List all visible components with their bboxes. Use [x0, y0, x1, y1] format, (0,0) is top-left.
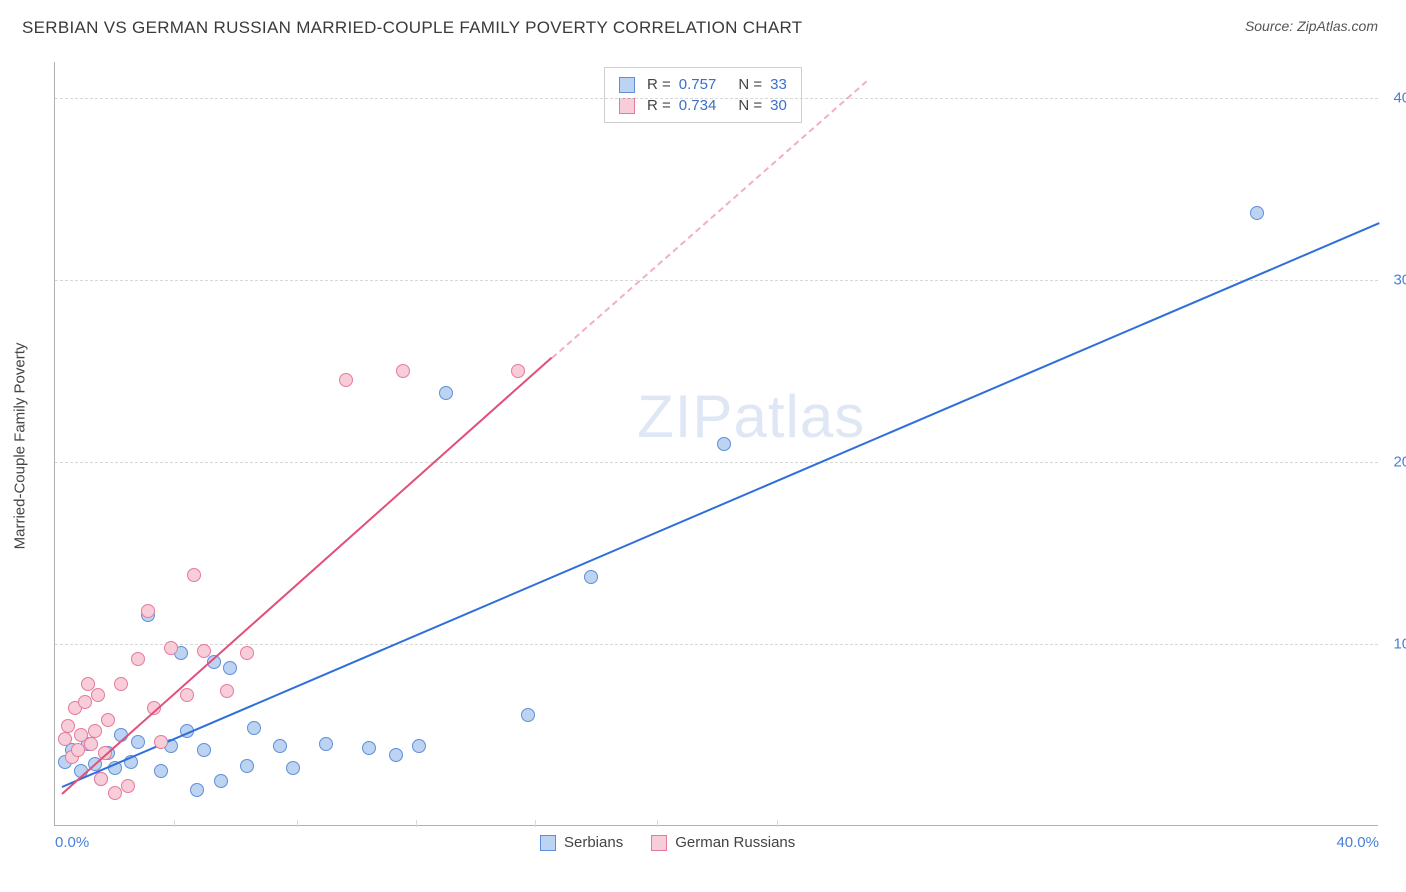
data-point	[190, 783, 204, 797]
data-point	[131, 652, 145, 666]
y-tick-label: 20.0%	[1393, 454, 1406, 471]
source-name: ZipAtlas.com	[1297, 18, 1378, 34]
r-label: R =	[647, 76, 671, 93]
data-point	[78, 695, 92, 709]
series-legend-label: Serbians	[564, 834, 623, 851]
data-point	[247, 721, 261, 735]
legend-swatch	[651, 835, 667, 851]
data-point	[1250, 206, 1264, 220]
data-point	[319, 737, 333, 751]
data-point	[240, 759, 254, 773]
series-legend-label: German Russians	[675, 834, 795, 851]
data-point	[88, 724, 102, 738]
correlation-legend-row: R = 0.757 N = 33	[619, 74, 787, 95]
x-tick-label: 0.0%	[55, 834, 89, 851]
gridline-v	[297, 820, 298, 827]
legend-swatch	[619, 77, 635, 93]
header: SERBIAN VS GERMAN RUSSIAN MARRIED-COUPLE…	[0, 0, 1406, 48]
data-point	[286, 761, 300, 775]
data-point	[94, 772, 108, 786]
data-point	[121, 779, 135, 793]
gridline-h	[55, 462, 1378, 463]
watermark: ZIPatlas	[637, 382, 865, 451]
regression-line-1	[61, 357, 552, 795]
data-point	[114, 677, 128, 691]
data-point	[187, 568, 201, 582]
data-point	[84, 737, 98, 751]
data-point	[197, 743, 211, 757]
y-tick-label: 30.0%	[1393, 272, 1406, 289]
data-point	[223, 661, 237, 675]
data-point	[101, 713, 115, 727]
data-point	[521, 708, 535, 722]
data-point	[511, 364, 525, 378]
data-point	[396, 364, 410, 378]
series-legend: Serbians German Russians	[540, 834, 795, 851]
gridline-h	[55, 98, 1378, 99]
data-point	[131, 735, 145, 749]
data-point	[61, 719, 75, 733]
r-label: R =	[647, 97, 671, 114]
series-legend-item: Serbians	[540, 834, 623, 851]
data-point	[584, 570, 598, 584]
data-point	[240, 646, 254, 660]
data-point	[214, 774, 228, 788]
data-point	[439, 386, 453, 400]
gridline-h	[55, 280, 1378, 281]
series-legend-item: German Russians	[651, 834, 795, 851]
data-point	[339, 373, 353, 387]
data-point	[197, 644, 211, 658]
gridline-v	[535, 820, 536, 827]
n-value: 33	[770, 76, 787, 93]
gridline-h	[55, 644, 1378, 645]
data-point	[362, 741, 376, 755]
data-point	[220, 684, 234, 698]
data-point	[141, 604, 155, 618]
chart-title: SERBIAN VS GERMAN RUSSIAN MARRIED-COUPLE…	[22, 18, 802, 38]
source-prefix: Source:	[1245, 18, 1297, 34]
data-point	[58, 732, 72, 746]
data-point	[164, 641, 178, 655]
data-point	[91, 688, 105, 702]
data-point	[180, 688, 194, 702]
r-value: 0.734	[679, 97, 717, 114]
data-point	[412, 739, 426, 753]
legend-swatch	[540, 835, 556, 851]
data-point	[389, 748, 403, 762]
watermark-atlas: atlas	[733, 383, 865, 450]
gridline-v	[174, 820, 175, 827]
gridline-v	[657, 820, 658, 827]
x-tick-label: 40.0%	[1336, 834, 1379, 851]
gridline-v	[416, 820, 417, 827]
n-label: N =	[738, 76, 762, 93]
source-attribution: Source: ZipAtlas.com	[1245, 18, 1378, 34]
data-point	[717, 437, 731, 451]
data-point	[154, 764, 168, 778]
data-point	[108, 786, 122, 800]
correlation-legend: R = 0.757 N = 33 R = 0.734 N = 30	[604, 67, 802, 123]
legend-swatch	[619, 98, 635, 114]
data-point	[71, 743, 85, 757]
y-axis-title: Married-Couple Family Poverty	[12, 343, 29, 550]
r-value: 0.757	[679, 76, 717, 93]
n-value: 30	[770, 97, 787, 114]
gridline-v	[777, 820, 778, 827]
regression-line-0	[61, 222, 1379, 788]
plot-area: ZIPatlas R = 0.757N = 33R = 0.734N = 30 …	[54, 62, 1378, 826]
data-point	[273, 739, 287, 753]
data-point	[154, 735, 168, 749]
y-tick-label: 10.0%	[1393, 636, 1406, 653]
y-tick-label: 40.0%	[1393, 90, 1406, 107]
n-label: N =	[738, 97, 762, 114]
